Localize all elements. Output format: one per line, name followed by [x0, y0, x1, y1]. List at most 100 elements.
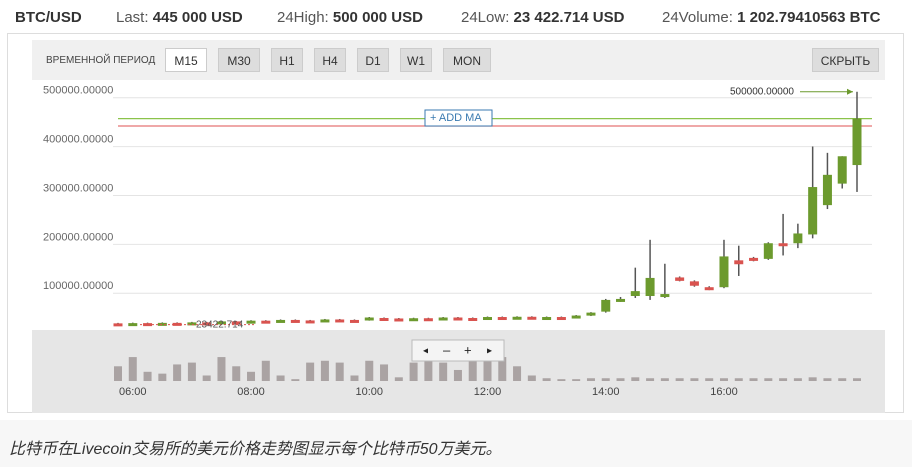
- volume-bar: [838, 378, 847, 381]
- y-tick-label: 100000.00000: [43, 280, 113, 292]
- volume-bar: [631, 377, 640, 381]
- volume-bar: [158, 373, 167, 381]
- period-button[interactable]: M15: [165, 48, 207, 72]
- y-tick-label: 200000.00000: [43, 231, 113, 243]
- candle-body: [409, 318, 419, 322]
- low: 24Low: 23 422.714 USD: [461, 9, 624, 26]
- hide-button[interactable]: СКРЫТЬ: [812, 48, 879, 72]
- candle-body: [202, 322, 212, 326]
- volume-bar: [409, 362, 418, 381]
- volume-bar: [646, 378, 655, 381]
- candle-body: [837, 156, 847, 184]
- max-label: 500000.00000: [730, 86, 794, 97]
- volume-bar: [660, 378, 669, 381]
- label: 24High:: [277, 9, 329, 26]
- label: 24Volume:: [662, 9, 733, 26]
- candle-body: [305, 320, 315, 324]
- volume-bar: [365, 360, 374, 381]
- candle-body: [704, 287, 714, 291]
- x-tick-label: 14:00: [592, 386, 620, 398]
- add-ma-text: ADD MA: [439, 112, 482, 124]
- candle-body: [276, 319, 286, 323]
- period-button[interactable]: MON: [443, 48, 491, 72]
- candle-body: [290, 319, 300, 323]
- arrow-head: [847, 88, 853, 95]
- x-tick-label: 08:00: [237, 386, 265, 398]
- volume-bar: [498, 357, 507, 381]
- candle-body: [645, 277, 655, 297]
- candle-body: [113, 323, 123, 327]
- candle-body: [157, 322, 167, 326]
- svg-text:+: +: [464, 342, 472, 357]
- candle-body: [719, 256, 729, 288]
- candle-body: [246, 320, 256, 324]
- candle-body: [335, 319, 345, 323]
- volume-bar: [616, 378, 625, 381]
- candle-body: [808, 187, 818, 235]
- candle-body: [128, 323, 138, 327]
- period-button[interactable]: W1: [400, 48, 432, 72]
- period-button[interactable]: H1: [271, 48, 303, 72]
- svg-text:–: –: [443, 342, 451, 357]
- volume-bar: [586, 378, 595, 381]
- y-tick-label: 500000.00000: [43, 85, 113, 97]
- candle-body: [630, 291, 640, 297]
- candle-body: [571, 315, 581, 319]
- period-button[interactable]: H4: [314, 48, 346, 72]
- candle-body: [423, 318, 433, 322]
- add-ma-label: + ADD MA: [430, 112, 482, 124]
- candle-body: [187, 322, 197, 326]
- candle-body: [216, 321, 226, 325]
- volume-bar: [764, 378, 773, 381]
- volume-bar: [808, 377, 817, 381]
- last: Last: 445 000 USD: [116, 9, 243, 26]
- high: 24High: 500 000 USD: [277, 9, 423, 26]
- y-tick-label: 300000.00000: [43, 182, 113, 194]
- candle-body: [822, 174, 832, 206]
- volume-bar: [719, 378, 728, 381]
- candle-body: [349, 319, 359, 323]
- volume-bar: [749, 378, 758, 381]
- candle-body: [394, 318, 404, 322]
- volume-bar: [187, 362, 196, 381]
- period-button[interactable]: D1: [357, 48, 389, 72]
- min-label: 23422.714: [196, 319, 244, 330]
- value: 1 202.79410563 BTC: [737, 9, 881, 26]
- candle-body: [586, 312, 596, 316]
- volume-bar: [601, 378, 610, 381]
- candle-body: [749, 257, 759, 261]
- volume-bar: [380, 364, 389, 381]
- volume-bar: [779, 378, 788, 381]
- volume-bar: [247, 371, 256, 381]
- add-ma-button[interactable]: [424, 109, 493, 127]
- volume-bar: [320, 360, 329, 381]
- candle-body: [438, 317, 448, 321]
- volume: 24Volume: 1 202.79410563 BTC: [662, 9, 881, 26]
- candle-body: [601, 299, 611, 312]
- candle-body: [231, 321, 241, 325]
- period-button[interactable]: M30: [218, 48, 260, 72]
- candle-body: [364, 317, 374, 321]
- volume-bar: [306, 362, 315, 381]
- volume-bar: [793, 378, 802, 381]
- volume-bar: [468, 349, 477, 381]
- period-label: ВРЕМЕННОЙ ПЕРИОД: [46, 55, 156, 66]
- nav-buttons[interactable]: ◂ – + ▸: [411, 339, 505, 362]
- x-tick-label: 06:00: [119, 386, 147, 398]
- volume-bar: [291, 379, 300, 381]
- candle-body: [497, 317, 507, 321]
- volume-bar: [527, 375, 536, 381]
- candle-body: [852, 118, 862, 166]
- candle-body: [483, 317, 492, 321]
- caption-box: [0, 420, 912, 467]
- volume-bar: [424, 360, 433, 381]
- candle-body: [542, 317, 552, 321]
- volume-bar: [173, 364, 182, 381]
- volume-bar: [439, 362, 448, 381]
- volume-bar: [350, 375, 359, 381]
- volume-bar: [513, 366, 522, 381]
- volume-bar: [853, 378, 861, 381]
- value: 23 422.714 USD: [513, 9, 625, 26]
